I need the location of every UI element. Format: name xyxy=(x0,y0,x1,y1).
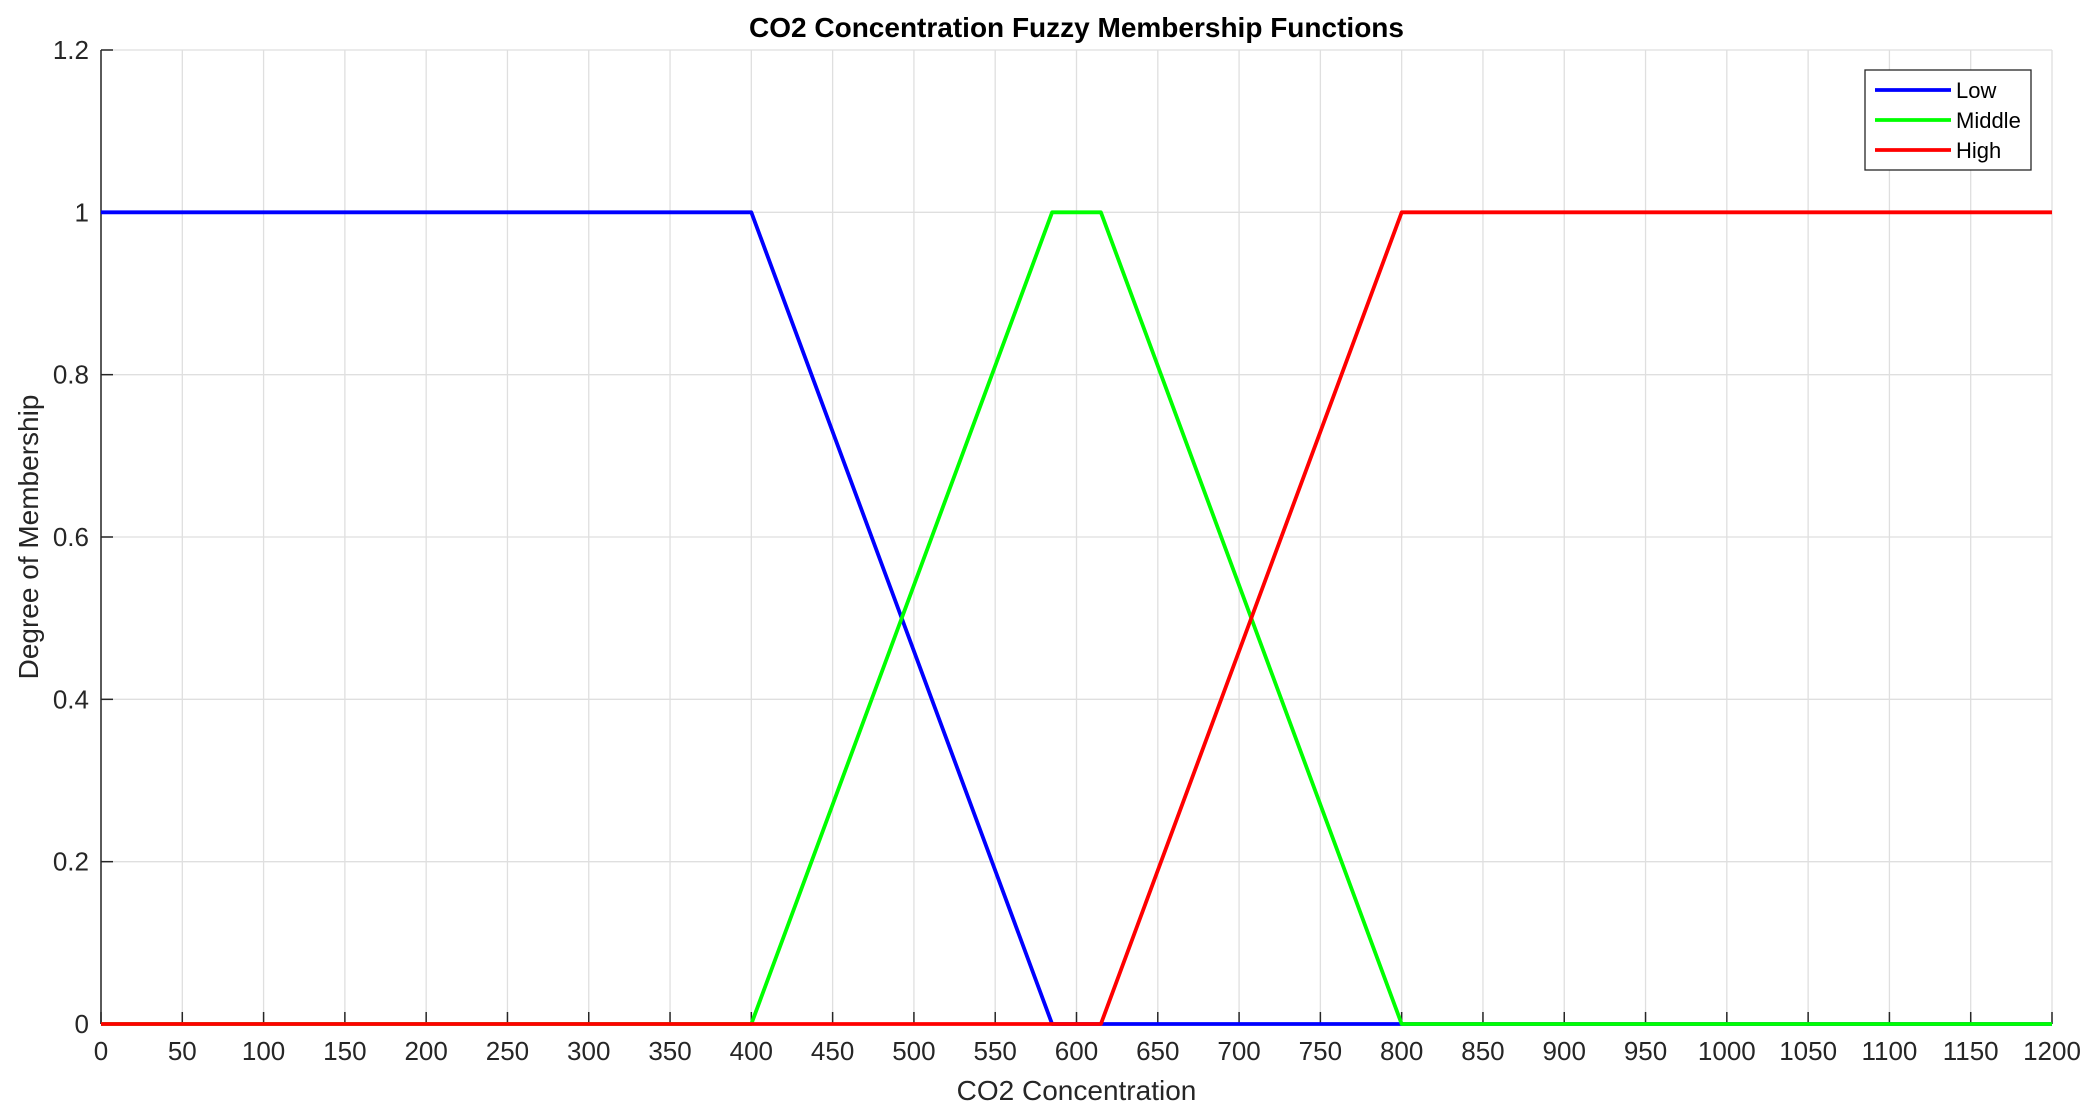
y-tick-label: 0 xyxy=(75,1009,89,1039)
x-tick-label: 0 xyxy=(94,1036,108,1066)
legend-label-high: High xyxy=(1956,138,2001,163)
y-axis-label: Degree of Membership xyxy=(13,395,44,680)
x-tick-label: 800 xyxy=(1380,1036,1423,1066)
x-tick-label: 700 xyxy=(1217,1036,1260,1066)
legend: Low Middle High xyxy=(1864,69,2032,171)
y-tick-label: 1 xyxy=(75,197,89,227)
legend-label-middle: Middle xyxy=(1956,108,2021,133)
x-tick-label: 850 xyxy=(1461,1036,1504,1066)
y-tick-label: 0.2 xyxy=(53,847,89,877)
x-tick-label: 250 xyxy=(486,1036,529,1066)
x-tick-label: 100 xyxy=(242,1036,285,1066)
x-tick-label: 1000 xyxy=(1698,1036,1756,1066)
x-tick-label: 1100 xyxy=(1861,1036,1917,1066)
x-tick-label: 200 xyxy=(404,1036,447,1066)
x-tick-label: 500 xyxy=(892,1036,935,1066)
x-tick-label: 300 xyxy=(567,1036,610,1066)
x-axis-label: CO2 Concentration xyxy=(957,1075,1197,1106)
x-tick-label: 450 xyxy=(811,1036,854,1066)
x-tick-label: 350 xyxy=(648,1036,691,1066)
x-tick-label: 150 xyxy=(323,1036,366,1066)
series-line-high xyxy=(101,210,2052,1026)
chart-title: CO2 Concentration Fuzzy Membership Funct… xyxy=(749,12,1404,43)
y-tick-label: 0.8 xyxy=(53,360,89,390)
series-lines xyxy=(101,210,2052,1026)
y-tick-label: 0.4 xyxy=(53,684,89,714)
x-tick-label: 950 xyxy=(1624,1036,1667,1066)
x-tick-label: 400 xyxy=(730,1036,773,1066)
x-tick-label: 750 xyxy=(1299,1036,1342,1066)
y-tick-label: 0.6 xyxy=(53,522,89,552)
x-tick-label: 600 xyxy=(1055,1036,1098,1066)
x-tick-label: 900 xyxy=(1543,1036,1586,1066)
x-tick-label: 550 xyxy=(974,1036,1017,1066)
x-tick-label: 650 xyxy=(1136,1036,1179,1066)
x-tick-label: 1200 xyxy=(2023,1036,2081,1066)
tick-labels: 0 50 100 150 200 250 300 350 400 450 500 550 600 650 7… xyxy=(53,35,2081,1066)
x-tick-label: 50 xyxy=(168,1036,197,1066)
y-tick-label: 1.2 xyxy=(53,35,89,65)
x-tick-label: 1150 xyxy=(1943,1036,1999,1066)
legend-label-low: Low xyxy=(1956,78,1996,103)
x-tick-label: 1050 xyxy=(1779,1036,1837,1066)
